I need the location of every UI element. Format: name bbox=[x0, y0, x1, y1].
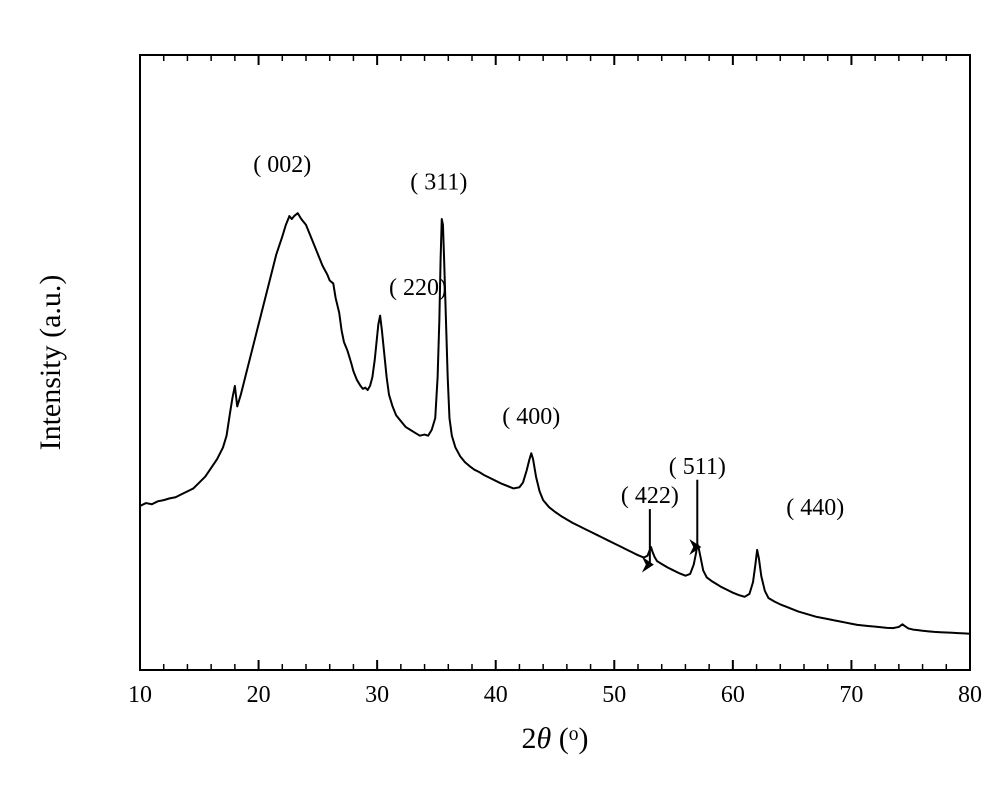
svg-text:( 220): ( 220) bbox=[389, 275, 447, 301]
svg-text:( 422): ( 422) bbox=[621, 483, 679, 509]
svg-text:10: 10 bbox=[128, 682, 152, 708]
svg-text:( 400): ( 400) bbox=[502, 404, 560, 430]
svg-text:30: 30 bbox=[365, 682, 389, 708]
svg-text:Intensity (a.u.): Intensity (a.u.) bbox=[34, 275, 67, 451]
svg-text:80: 80 bbox=[958, 682, 982, 708]
svg-text:2θ (o): 2θ (o) bbox=[522, 722, 589, 755]
svg-text:20: 20 bbox=[247, 682, 271, 708]
svg-text:( 440): ( 440) bbox=[786, 495, 844, 521]
xrd-chart: 10 20 30 40 50 60 70 80 2θ (o) Intensity (a.u.) ( … bbox=[0, 0, 1000, 801]
svg-text:( 002): ( 002) bbox=[253, 152, 311, 178]
svg-text:40: 40 bbox=[484, 682, 508, 708]
svg-text:70: 70 bbox=[839, 682, 863, 708]
svg-text:( 311): ( 311) bbox=[410, 170, 467, 196]
svg-text:( 511): ( 511) bbox=[669, 454, 726, 480]
svg-text:60: 60 bbox=[721, 682, 745, 708]
svg-text:50: 50 bbox=[602, 682, 626, 708]
